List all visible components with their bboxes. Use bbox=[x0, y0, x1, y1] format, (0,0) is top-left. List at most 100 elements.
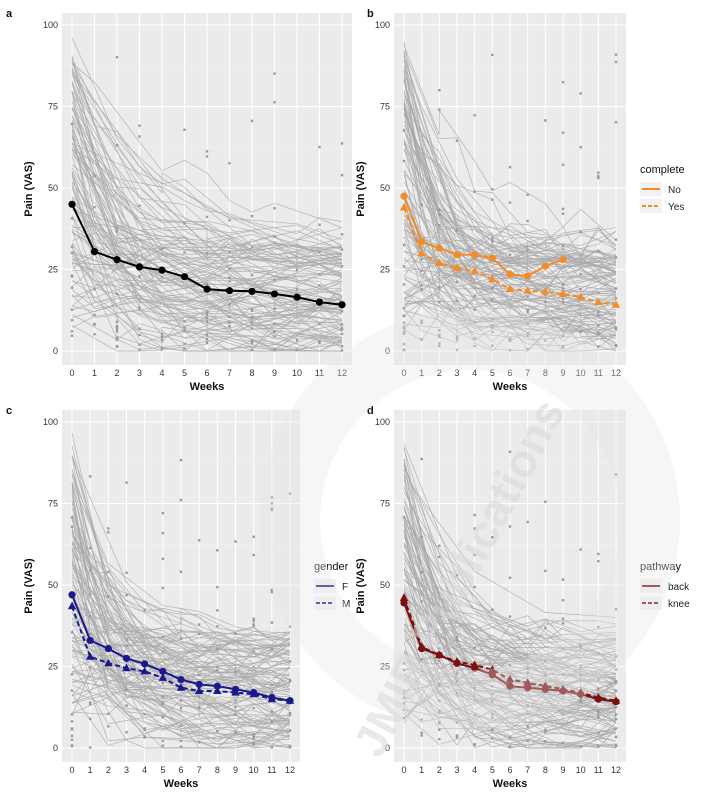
individual-observation bbox=[402, 330, 406, 334]
individual-observation bbox=[420, 658, 423, 661]
individual-observation bbox=[614, 60, 618, 64]
individual-observation bbox=[473, 337, 476, 340]
individual-observation bbox=[93, 313, 96, 316]
y-tick-label: 75 bbox=[380, 499, 390, 509]
x-axis-title: Weeks bbox=[493, 381, 528, 393]
individual-observation bbox=[70, 738, 74, 741]
x-tick-label: 6 bbox=[507, 368, 512, 378]
individual-trajectory bbox=[403, 237, 617, 334]
individual-observation bbox=[526, 739, 529, 743]
individual-observation bbox=[597, 291, 600, 294]
individual-observation bbox=[491, 693, 494, 696]
individual-trajectory bbox=[403, 579, 617, 670]
individual-observation bbox=[597, 176, 600, 180]
individual-trajectory bbox=[71, 646, 291, 716]
individual-observation bbox=[491, 323, 494, 327]
individual-observation bbox=[88, 666, 92, 669]
individual-observation bbox=[70, 334, 74, 337]
individual-observation bbox=[544, 300, 547, 304]
legend: complete No Yes bbox=[640, 164, 685, 213]
individual-observation bbox=[161, 511, 165, 515]
individual-observation bbox=[143, 677, 146, 680]
individual-observation bbox=[491, 317, 494, 321]
individual-observation bbox=[561, 287, 565, 290]
individual-observation bbox=[579, 287, 582, 291]
x-tick-label: 4 bbox=[472, 368, 477, 378]
x-tick-label: 12 bbox=[611, 765, 621, 775]
x-tick-label: 11 bbox=[594, 765, 603, 775]
x-tick-label: 12 bbox=[611, 368, 621, 378]
individual-observation bbox=[115, 345, 119, 349]
individual-observation bbox=[438, 728, 441, 731]
series-mean bbox=[68, 200, 346, 309]
individual-observation bbox=[161, 695, 165, 698]
individual-observation bbox=[438, 711, 441, 714]
individual-observation bbox=[179, 498, 183, 502]
individual-observation bbox=[228, 267, 231, 271]
individual-observation bbox=[455, 348, 459, 352]
y-tick-label: 0 bbox=[53, 743, 58, 753]
individual-observation bbox=[561, 622, 565, 625]
legend-label: back bbox=[668, 582, 690, 593]
individual-observation bbox=[438, 342, 441, 345]
individual-trajectory bbox=[403, 658, 617, 679]
individual-observation bbox=[216, 669, 219, 672]
data-point bbox=[399, 593, 409, 602]
y-tick-label: 75 bbox=[380, 102, 390, 112]
individual-observation bbox=[70, 251, 74, 255]
individual-observation bbox=[597, 324, 600, 327]
individual-observation bbox=[138, 306, 141, 310]
individual-observation bbox=[252, 650, 255, 653]
individual-observation bbox=[508, 348, 512, 352]
individual-observation bbox=[318, 250, 321, 253]
individual-observation bbox=[228, 280, 231, 283]
individual-observation bbox=[402, 662, 406, 665]
individual-observation bbox=[273, 348, 276, 352]
individual-observation bbox=[115, 144, 119, 147]
individual-observation bbox=[455, 280, 459, 284]
individual-observation bbox=[179, 570, 183, 573]
individual-observation bbox=[544, 659, 547, 663]
data-point bbox=[523, 678, 532, 686]
individual-observation bbox=[205, 282, 209, 285]
individual-observation bbox=[402, 668, 406, 672]
individual-trajectory bbox=[71, 170, 343, 290]
individual-observation bbox=[273, 347, 276, 350]
individual-trajectory bbox=[71, 273, 343, 298]
individual-observation bbox=[491, 685, 494, 688]
data-point bbox=[68, 591, 76, 599]
individual-observation bbox=[614, 689, 618, 693]
individual-observation bbox=[438, 223, 441, 227]
x-tick-label: 3 bbox=[454, 765, 459, 775]
series-yes bbox=[399, 203, 621, 308]
individual-observation bbox=[420, 284, 423, 287]
individual-observation bbox=[252, 623, 255, 626]
individual-observation bbox=[420, 321, 423, 325]
individual-observation bbox=[273, 307, 276, 310]
data-point bbox=[203, 285, 211, 293]
individual-observation bbox=[597, 732, 600, 735]
individual-observation bbox=[125, 638, 128, 642]
x-tick-label: 7 bbox=[525, 765, 530, 775]
individual-observation bbox=[125, 481, 128, 484]
individual-observation bbox=[160, 247, 164, 250]
individual-trajectory bbox=[403, 244, 617, 308]
individual-observation bbox=[318, 273, 321, 276]
y-tick-label: 0 bbox=[53, 346, 58, 356]
individual-observation bbox=[88, 703, 92, 706]
individual-observation bbox=[597, 331, 600, 334]
individual-observation bbox=[420, 664, 423, 668]
x-tick-label: 3 bbox=[454, 368, 459, 378]
individual-observation bbox=[88, 569, 92, 572]
y-tick-label: 0 bbox=[385, 346, 390, 356]
x-tick-label: 7 bbox=[525, 368, 530, 378]
individual-observation bbox=[234, 713, 237, 716]
individual-observation bbox=[544, 626, 547, 629]
legend-label: knee bbox=[668, 599, 690, 610]
individual-observation bbox=[88, 593, 92, 596]
individual-trajectory bbox=[71, 258, 343, 324]
panel-letter: b bbox=[367, 8, 374, 20]
individual-trajectory bbox=[71, 129, 343, 340]
data-point bbox=[104, 658, 113, 667]
